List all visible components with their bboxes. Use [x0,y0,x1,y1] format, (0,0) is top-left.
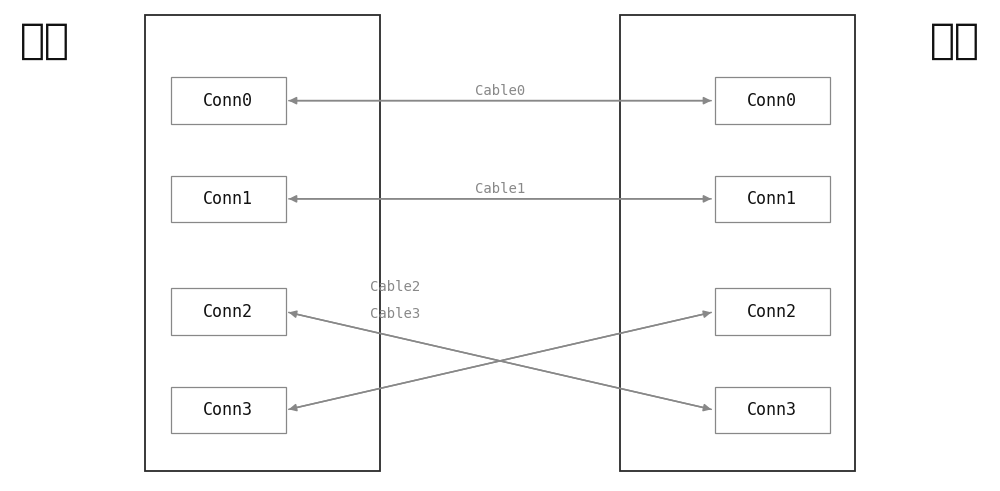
Text: 背板: 背板 [930,20,980,62]
Text: Cable0: Cable0 [475,84,525,98]
Text: Conn3: Conn3 [747,401,797,419]
Bar [714,289,830,335]
Bar [145,15,380,471]
Text: Cable3: Cable3 [370,307,420,321]
Bar [170,289,286,335]
Bar [714,78,830,124]
Text: Conn3: Conn3 [203,401,253,419]
Bar [714,176,830,222]
Text: Conn0: Conn0 [747,92,797,109]
Text: Cable2: Cable2 [370,280,420,294]
Bar [170,387,286,434]
Bar [170,78,286,124]
Bar [170,176,286,222]
Text: Cable1: Cable1 [475,182,525,196]
Text: Conn1: Conn1 [747,190,797,208]
Bar [620,15,855,471]
Text: 主板: 主板 [20,20,70,62]
Text: Conn0: Conn0 [203,92,253,109]
Text: Conn2: Conn2 [747,303,797,321]
Bar [714,387,830,434]
Text: Conn1: Conn1 [203,190,253,208]
Text: Conn2: Conn2 [203,303,253,321]
